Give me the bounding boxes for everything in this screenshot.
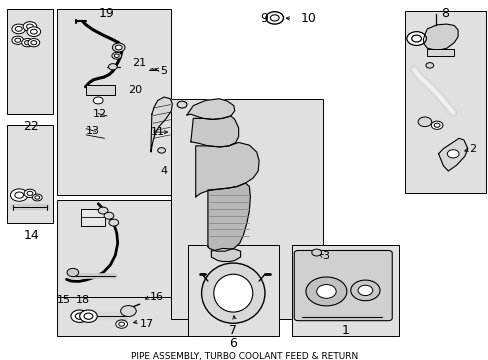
Circle shape (80, 310, 97, 323)
Circle shape (104, 212, 114, 219)
Circle shape (108, 64, 117, 70)
Bar (86, 85, 115, 95)
Text: 20: 20 (128, 85, 142, 95)
Circle shape (112, 52, 122, 59)
Circle shape (116, 320, 127, 328)
Ellipse shape (201, 263, 264, 323)
Circle shape (350, 280, 379, 301)
Circle shape (15, 27, 22, 31)
Circle shape (30, 29, 37, 34)
Text: 19: 19 (99, 7, 115, 20)
Text: PIPE ASSEMBLY, TURBO COOLANT FEED & RETURN: PIPE ASSEMBLY, TURBO COOLANT FEED & RETU… (131, 352, 357, 360)
Bar (188, 245, 278, 336)
Circle shape (121, 306, 136, 316)
Circle shape (23, 22, 37, 31)
Bar (405, 11, 485, 193)
Circle shape (158, 148, 165, 153)
Circle shape (112, 43, 125, 52)
Circle shape (406, 32, 426, 45)
Bar (292, 245, 398, 336)
Circle shape (75, 313, 84, 319)
Circle shape (114, 54, 119, 58)
Circle shape (98, 207, 108, 214)
Text: 4: 4 (160, 166, 167, 176)
Bar (427, 49, 453, 57)
Circle shape (31, 41, 37, 45)
Polygon shape (195, 143, 259, 197)
Bar (57, 200, 171, 300)
Bar (81, 209, 104, 226)
Circle shape (433, 123, 439, 127)
Polygon shape (151, 97, 172, 152)
Circle shape (357, 285, 372, 296)
Polygon shape (423, 24, 457, 51)
Text: 17: 17 (140, 319, 153, 329)
Circle shape (417, 117, 431, 127)
Circle shape (12, 24, 25, 34)
Circle shape (27, 27, 41, 36)
Text: 12: 12 (92, 109, 106, 118)
Circle shape (115, 45, 122, 50)
Circle shape (109, 219, 119, 226)
FancyBboxPatch shape (294, 251, 391, 321)
Polygon shape (190, 116, 238, 147)
Circle shape (15, 38, 20, 42)
Polygon shape (438, 138, 467, 171)
Circle shape (425, 63, 433, 68)
Ellipse shape (213, 274, 252, 312)
Text: 7: 7 (229, 324, 237, 337)
Bar (171, 99, 322, 319)
Bar (6, 125, 53, 222)
Text: 3: 3 (322, 251, 329, 261)
Circle shape (12, 36, 23, 44)
Circle shape (316, 284, 335, 298)
Text: 9: 9 (260, 12, 267, 25)
Circle shape (305, 277, 346, 306)
Circle shape (26, 24, 33, 29)
Polygon shape (207, 183, 250, 251)
Text: 14: 14 (23, 229, 39, 242)
Circle shape (10, 189, 28, 201)
Text: 5: 5 (160, 66, 167, 76)
Text: 1: 1 (341, 324, 349, 337)
Text: 11: 11 (151, 127, 164, 137)
Text: 16: 16 (149, 292, 163, 302)
Text: 13: 13 (86, 126, 100, 136)
Text: 15: 15 (57, 295, 71, 305)
Polygon shape (186, 99, 234, 120)
Circle shape (24, 189, 36, 198)
Text: 18: 18 (76, 295, 90, 305)
Circle shape (119, 322, 124, 326)
Circle shape (24, 41, 30, 45)
Text: 10: 10 (300, 12, 316, 25)
Circle shape (311, 249, 321, 256)
Text: 22: 22 (23, 121, 39, 134)
Text: 2: 2 (468, 144, 475, 154)
Text: 8: 8 (441, 7, 448, 20)
Circle shape (32, 194, 42, 201)
Circle shape (71, 310, 88, 323)
Circle shape (447, 150, 458, 158)
Circle shape (28, 39, 40, 47)
Circle shape (411, 35, 421, 42)
Text: 21: 21 (132, 58, 146, 68)
Bar (57, 297, 195, 336)
Text: 6: 6 (229, 337, 237, 350)
Circle shape (84, 313, 93, 319)
Circle shape (270, 15, 279, 21)
Circle shape (15, 192, 23, 198)
Circle shape (67, 268, 79, 276)
Circle shape (35, 196, 40, 199)
Circle shape (265, 12, 283, 24)
Circle shape (93, 97, 103, 104)
Polygon shape (211, 248, 240, 261)
Circle shape (430, 121, 442, 129)
Bar (57, 9, 171, 195)
Circle shape (177, 101, 186, 108)
Circle shape (27, 191, 33, 195)
Bar (6, 9, 53, 114)
Circle shape (21, 39, 33, 47)
